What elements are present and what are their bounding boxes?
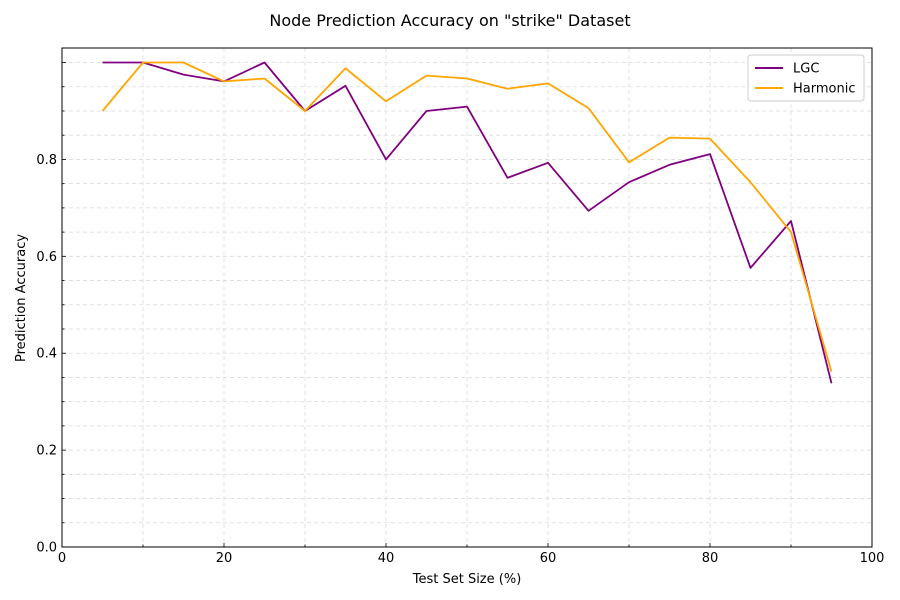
y-tick-label: 0.6: [36, 250, 57, 265]
y-tick-label: 0.0: [36, 541, 57, 556]
legend-box: [747, 54, 865, 102]
chart-title: Node Prediction Accuracy on "strike" Dat…: [269, 11, 630, 30]
legend-label-lgc: LGC: [793, 62, 819, 77]
x-tick-label: 100: [860, 551, 885, 566]
x-tick-label: 0: [58, 551, 66, 566]
ticks: 0 20 40 60 80 100 0.0 0.2 0.4 0.6 0.8: [36, 62, 885, 566]
legend: LGC Harmonic: [747, 54, 865, 102]
plot-frame: [61, 47, 873, 548]
series-line-harmonic: [101, 61, 833, 372]
y-axis-label: Prediction Accuracy: [14, 234, 29, 362]
grid: [62, 48, 872, 547]
y-tick-label: 0.2: [36, 444, 57, 459]
y-tick-label: 0.8: [36, 153, 57, 168]
x-tick-label: 60: [540, 551, 557, 566]
y-tick-label: 0.4: [36, 347, 57, 362]
x-tick-label: 80: [702, 551, 719, 566]
x-tick-label: 40: [378, 551, 395, 566]
x-tick-label: 20: [216, 551, 233, 566]
x-axis-label: Test Set Size (%): [412, 572, 522, 587]
legend-label-harmonic: Harmonic: [793, 82, 855, 97]
series-layer: [101, 61, 833, 384]
